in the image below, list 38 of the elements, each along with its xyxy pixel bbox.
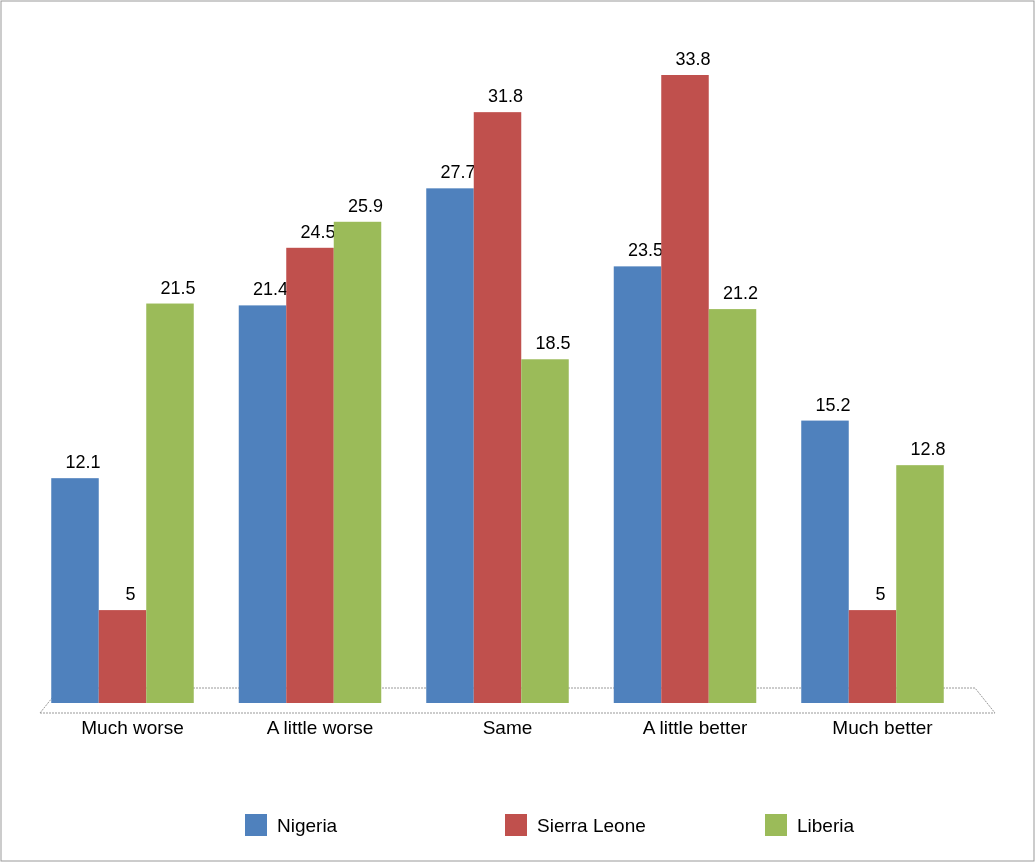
data-label: 5 [875, 584, 886, 605]
data-label: 12.1 [65, 452, 101, 473]
data-label: 21.5 [160, 277, 196, 298]
x-tick-label: A little worse [266, 717, 374, 738]
data-label: 12.8 [910, 439, 946, 460]
bar [98, 610, 147, 703]
legend-label: Liberia [797, 815, 855, 836]
bar [333, 221, 382, 703]
data-label: 24.5 [300, 221, 336, 242]
x-tick-label: A little better [642, 717, 748, 738]
bar [146, 303, 194, 703]
bar [896, 465, 944, 703]
bar [286, 247, 334, 703]
data-label: 15.2 [815, 394, 851, 415]
data-label: 27.7 [440, 162, 476, 183]
legend-label: Nigeria [277, 815, 338, 836]
bar [848, 610, 897, 703]
legend-label: Sierra Leone [537, 815, 646, 836]
bar [51, 478, 99, 703]
bar [613, 266, 662, 703]
bar [238, 305, 287, 703]
bar [426, 188, 474, 703]
data-label: 31.8 [487, 86, 524, 107]
data-label: 25.9 [347, 195, 384, 216]
x-tick-label: Same [482, 717, 533, 738]
bar [521, 359, 569, 703]
bar [473, 112, 522, 703]
x-tick-label: Much better [832, 717, 934, 738]
data-label: 18.5 [535, 333, 571, 354]
data-label: 21.4 [252, 279, 289, 300]
data-label: 23.5 [627, 240, 664, 261]
data-label: 5 [125, 584, 136, 605]
bar [708, 309, 757, 703]
bar [661, 75, 709, 703]
x-tick-label: Much worse [81, 717, 184, 738]
data-label: 21.2 [722, 283, 759, 304]
data-label: 33.8 [675, 49, 711, 69]
bar [801, 420, 849, 703]
